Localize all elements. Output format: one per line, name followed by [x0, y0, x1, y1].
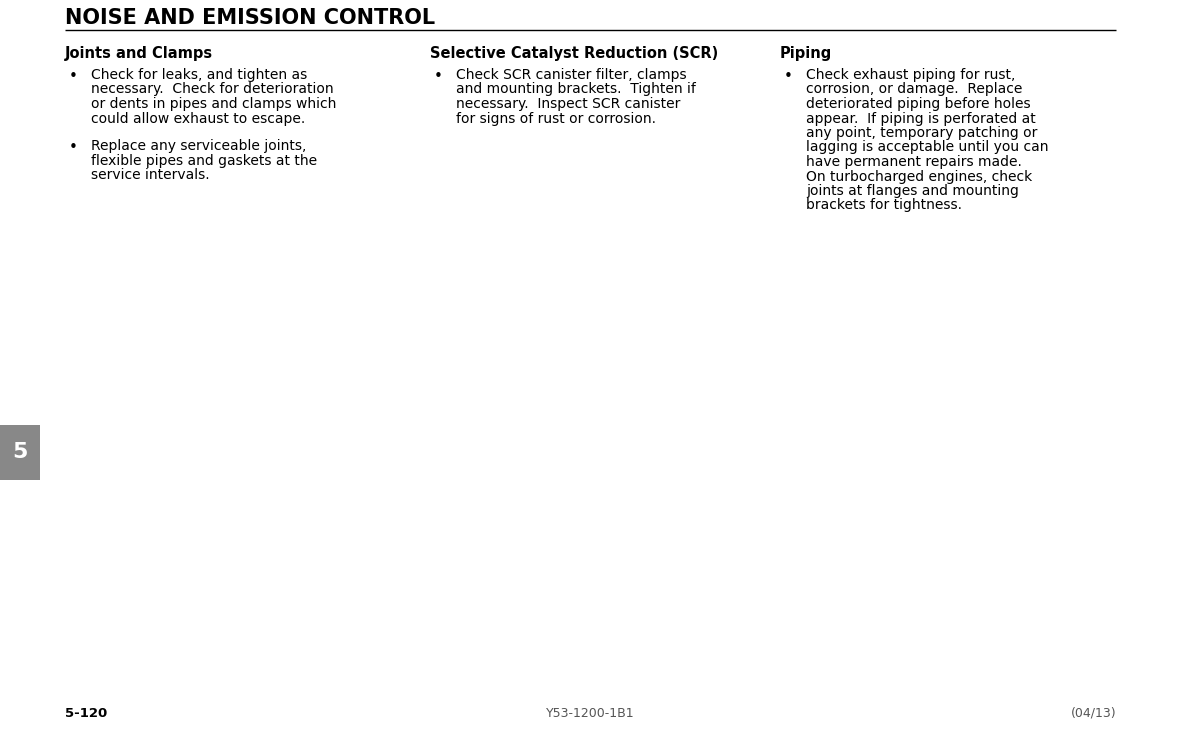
- Text: Piping: Piping: [779, 46, 833, 61]
- Text: Selective Catalyst Reduction (SCR): Selective Catalyst Reduction (SCR): [430, 46, 718, 61]
- Text: Replace any serviceable joints,: Replace any serviceable joints,: [91, 139, 306, 153]
- Text: any point, temporary patching or: any point, temporary patching or: [805, 126, 1037, 140]
- Text: and mounting brackets.  Tighten if: and mounting brackets. Tighten if: [456, 83, 696, 97]
- Text: for signs of rust or corrosion.: for signs of rust or corrosion.: [456, 111, 655, 125]
- Text: •: •: [68, 140, 78, 155]
- Text: Check SCR canister filter, clamps: Check SCR canister filter, clamps: [456, 68, 686, 82]
- Text: service intervals.: service intervals.: [91, 168, 209, 182]
- Text: necessary.  Inspect SCR canister: necessary. Inspect SCR canister: [456, 97, 680, 111]
- Text: •: •: [433, 69, 443, 84]
- Text: necessary.  Check for deterioration: necessary. Check for deterioration: [91, 83, 333, 97]
- Text: brackets for tightness.: brackets for tightness.: [805, 198, 963, 212]
- Text: (04/13): (04/13): [1070, 707, 1116, 720]
- Text: could allow exhaust to escape.: could allow exhaust to escape.: [91, 111, 305, 125]
- Text: or dents in pipes and clamps which: or dents in pipes and clamps which: [91, 97, 337, 111]
- Text: flexible pipes and gaskets at the: flexible pipes and gaskets at the: [91, 154, 318, 168]
- Text: corrosion, or damage.  Replace: corrosion, or damage. Replace: [805, 83, 1023, 97]
- Text: Joints and Clamps: Joints and Clamps: [65, 46, 213, 61]
- Text: NOISE AND EMISSION CONTROL: NOISE AND EMISSION CONTROL: [65, 8, 435, 28]
- Text: On turbocharged engines, check: On turbocharged engines, check: [805, 170, 1032, 184]
- Text: lagging is acceptable until you can: lagging is acceptable until you can: [805, 141, 1049, 154]
- Text: 5: 5: [12, 443, 27, 463]
- Text: deteriorated piping before holes: deteriorated piping before holes: [805, 97, 1031, 111]
- Text: joints at flanges and mounting: joints at flanges and mounting: [805, 184, 1019, 198]
- Text: •: •: [783, 69, 792, 84]
- Text: Check for leaks, and tighten as: Check for leaks, and tighten as: [91, 68, 307, 82]
- Text: appear.  If piping is perforated at: appear. If piping is perforated at: [805, 111, 1036, 125]
- Bar: [0, 425, 40, 480]
- Text: 5-120: 5-120: [65, 707, 107, 720]
- Text: •: •: [68, 69, 78, 84]
- Text: Check exhaust piping for rust,: Check exhaust piping for rust,: [805, 68, 1016, 82]
- Text: have permanent repairs made.: have permanent repairs made.: [805, 155, 1022, 169]
- Text: Y53-1200-1B1: Y53-1200-1B1: [546, 707, 635, 720]
